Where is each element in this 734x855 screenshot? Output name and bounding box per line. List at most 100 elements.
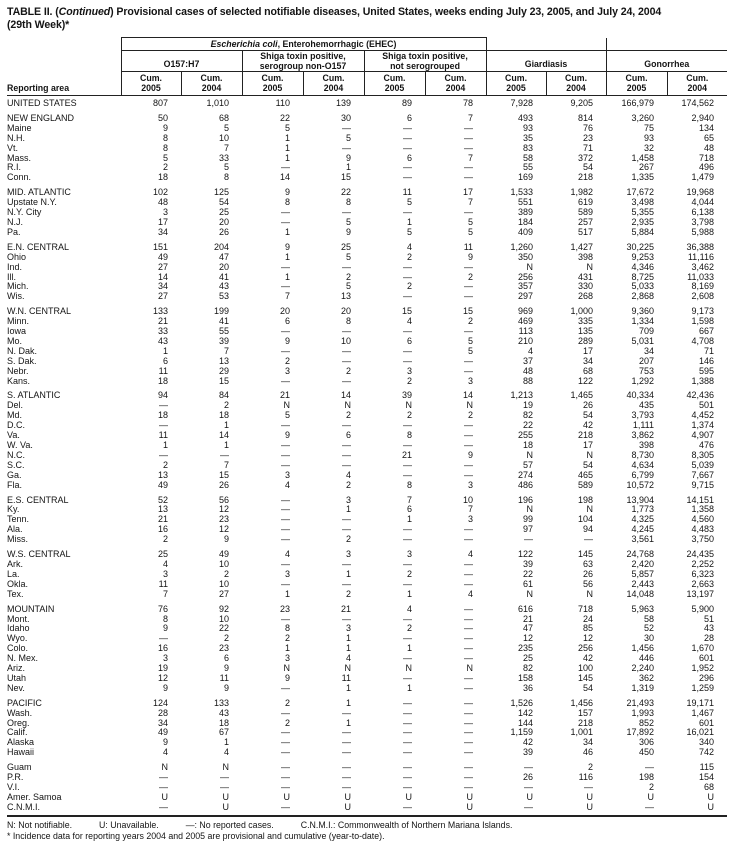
value-cell: 1,526 — [510, 697, 534, 708]
value-cell: 1,952 — [691, 664, 715, 674]
value-cell: 28 — [157, 708, 168, 718]
table-row: R.I. 2 5 — 1 — — 55 54 267 496 — [7, 163, 727, 173]
value-cell: N — [526, 262, 534, 272]
value-cell: — — [342, 762, 351, 773]
value-cell: 1 — [345, 505, 351, 515]
reporting-area-cell: Maine — [7, 123, 32, 133]
cum-year-header: Cum. 2005 — [485, 71, 547, 96]
reporting-area-cell: W.N. CENTRAL — [7, 306, 72, 317]
value-cell: 3 — [284, 569, 290, 579]
value-cell: 3,798 — [691, 217, 715, 227]
value-cell: 340 — [699, 738, 715, 748]
value-cell: 13 — [340, 292, 351, 302]
value-cell: 2 — [468, 317, 474, 327]
value-cell: — — [342, 262, 351, 272]
value-cell: 46 — [583, 748, 594, 758]
value-cell: 256 — [578, 644, 594, 654]
table-row: V.I. — — — — — — — — 2 68 — [7, 783, 727, 793]
value-cell: 9 — [162, 123, 168, 133]
value-cell: — — [524, 783, 534, 792]
value-cell: — — [403, 718, 412, 728]
value-cell: 6 — [284, 317, 290, 327]
reporting-area-cell: Kans. — [7, 376, 31, 386]
value-cell: 3,750 — [691, 535, 715, 545]
value-cell: U — [405, 792, 413, 802]
reporting-area-cell: V.I. — [7, 783, 20, 792]
value-cell: — — [281, 376, 290, 386]
value-cell: 88 — [523, 376, 534, 386]
reporting-area-cell: Mass. — [7, 153, 32, 163]
value-cell: — — [464, 143, 474, 153]
value-cell: 12 — [218, 505, 229, 515]
reporting-area-cell: UNITED STATES — [7, 98, 77, 108]
value-cell: 184 — [518, 217, 534, 227]
table-row: Wyo. — 2 2 1 — — 12 12 30 28 — [7, 634, 727, 644]
value-cell: 2 — [345, 411, 351, 421]
value-cell: 199 — [213, 306, 229, 317]
value-cell: 9,715 — [691, 480, 715, 490]
value-cell: 19,968 — [686, 187, 715, 198]
value-cell: — — [403, 673, 412, 683]
value-cell: 82 — [523, 664, 534, 674]
value-cell: — — [584, 783, 594, 792]
value-cell: 22 — [523, 421, 534, 431]
value-cell: 3 — [162, 569, 168, 579]
value-cell: 174,562 — [681, 98, 715, 108]
value-cell: — — [464, 282, 474, 292]
value-cell: 42,436 — [686, 390, 715, 401]
gonorrhea-header: Gonorrhea — [605, 50, 728, 72]
value-cell: 9 — [162, 738, 168, 748]
value-cell: 8,730 — [631, 450, 655, 460]
value-cell: — — [281, 262, 290, 272]
value-cell: 1,479 — [691, 173, 715, 183]
value-cell: 93 — [644, 133, 655, 143]
value-cell: 21 — [157, 515, 168, 525]
value-cell: — — [281, 762, 290, 773]
value-cell: 27 — [157, 262, 168, 272]
table-row: La. 3 2 3 1 2 — 22 26 5,857 6,323 — [7, 570, 727, 580]
value-cell: 110 — [275, 98, 290, 108]
value-cell: 2,935 — [631, 217, 655, 227]
value-cell: 5,963 — [631, 603, 655, 614]
table-row: Nebr. 11 29 3 2 3 — 48 68 753 595 — [7, 367, 727, 377]
value-cell: 551 — [518, 198, 534, 208]
value-cell: 9 — [223, 535, 229, 545]
value-cell: 3 — [468, 376, 474, 386]
value-cell: 55 — [218, 327, 229, 337]
value-cell: 57 — [523, 460, 534, 470]
value-cell: 2 — [345, 535, 351, 545]
value-cell: 6 — [406, 505, 412, 515]
reporting-area-cell: Ala. — [7, 525, 23, 535]
value-cell: 65 — [704, 133, 715, 143]
value-cell: — — [464, 292, 474, 302]
value-cell: — — [524, 535, 534, 545]
ehec-rest: , Enterohemorrhagic (EHEC) — [277, 39, 397, 49]
value-cell: — — [464, 441, 474, 450]
value-cell: 2,252 — [691, 559, 715, 569]
value-cell: — — [464, 559, 474, 569]
value-cell: 1 — [284, 644, 290, 654]
value-cell: 616 — [518, 603, 534, 614]
value-cell: U — [466, 792, 474, 802]
value-cell: 93 — [523, 123, 534, 133]
table-row: Fla. 49 26 4 2 8 3 486 589 10,572 9,715 — [7, 481, 727, 491]
value-cell: 25 — [523, 654, 534, 664]
value-cell: — — [464, 673, 474, 683]
value-cell: 4,907 — [691, 431, 715, 441]
value-cell: 85 — [583, 624, 594, 634]
value-cell: 14,151 — [686, 494, 715, 505]
value-cell: 34 — [157, 282, 168, 292]
value-cell: 67 — [218, 728, 229, 738]
value-cell: 135 — [578, 327, 594, 337]
value-cell: — — [464, 163, 474, 173]
value-cell: 5 — [223, 123, 229, 133]
value-cell: 18 — [157, 411, 168, 421]
value-cell: — — [342, 123, 351, 133]
value-cell: 6,799 — [631, 470, 655, 480]
value-cell: 7 — [284, 292, 290, 302]
value-cell: 23 — [218, 644, 229, 654]
value-cell: — — [403, 748, 412, 758]
value-cell: 1 — [162, 441, 168, 450]
value-cell: 41 — [218, 317, 229, 327]
reporting-area-cell: Calif. — [7, 728, 28, 738]
